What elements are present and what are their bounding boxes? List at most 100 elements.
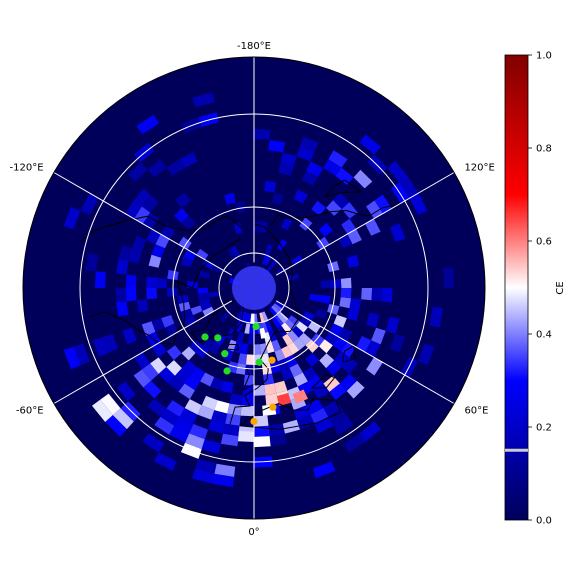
- ce-cell: [291, 254, 303, 265]
- coastline: [226, 343, 240, 351]
- ce-cell: [296, 321, 308, 333]
- longitude-label: 60°E: [464, 406, 488, 417]
- ce-cell: [120, 401, 141, 422]
- ce-cell: [134, 352, 151, 370]
- ce-cell: [271, 339, 282, 352]
- ce-cell: [150, 357, 167, 374]
- ce-cell: [100, 393, 121, 416]
- ce-cell: [259, 343, 268, 355]
- map-boundary: [22, 56, 486, 520]
- coastline: [229, 223, 299, 425]
- ce-cell: [183, 249, 197, 261]
- graticule: [53, 57, 455, 519]
- ce-cell: [328, 150, 348, 168]
- ce-cell: [289, 363, 303, 378]
- ce-cell: [371, 288, 383, 302]
- ce-cell: [318, 339, 333, 354]
- ce-cell: [365, 218, 381, 236]
- ce-cell: [185, 433, 205, 450]
- ce-cell: [293, 337, 306, 351]
- ce-cell: [197, 288, 209, 294]
- ce-cell: [105, 415, 127, 437]
- ce-cell: [168, 375, 185, 392]
- ce-cell: [198, 270, 211, 279]
- green-station-marker: [201, 333, 209, 341]
- ce-cell: [200, 302, 212, 311]
- ce-cell: [229, 393, 243, 406]
- ce-cell: [246, 354, 254, 365]
- ce-cell: [268, 139, 285, 153]
- ce-cell: [278, 162, 294, 176]
- colorbar-label: CE: [555, 281, 566, 294]
- ce-cell: [161, 315, 175, 328]
- ce-cell: [387, 160, 408, 183]
- ce-cell: [128, 162, 148, 182]
- ce-cell: [332, 336, 348, 352]
- ce-cell: [292, 389, 308, 404]
- ce-cell: [183, 315, 197, 327]
- ce-cell: [201, 395, 218, 411]
- ce-cell: [92, 337, 109, 357]
- ce-cell: [148, 254, 162, 268]
- ce-cell: [73, 343, 90, 366]
- ce-cell: [264, 180, 277, 193]
- meridian-line: [275, 300, 455, 404]
- ce-cells: [63, 92, 455, 488]
- ce-cell: [134, 206, 151, 224]
- ce-cell: [356, 336, 372, 353]
- ce-cell: [147, 159, 167, 178]
- ce-cell: [346, 308, 360, 322]
- ce-cell: [302, 170, 319, 186]
- colorbar-tick-label: 0.4: [536, 330, 552, 341]
- ce-cell: [189, 424, 208, 440]
- ce-cell: [274, 266, 286, 276]
- ce-cell: [261, 353, 270, 365]
- ce-cell: [125, 274, 137, 288]
- ce-cell: [274, 349, 286, 362]
- ce-cell: [181, 360, 197, 376]
- ce-cell: [174, 416, 194, 434]
- ce-cell: [238, 353, 247, 365]
- ce-cell: [263, 373, 275, 385]
- green-station-marker: [214, 334, 222, 342]
- ce-cell: [365, 340, 381, 358]
- ce-cell: [262, 363, 273, 375]
- ce-cell: [192, 468, 215, 484]
- ce-cell: [133, 188, 151, 207]
- ce-cell: [277, 313, 288, 324]
- ce-cell: [63, 346, 81, 370]
- longitude-label: -120°E: [10, 163, 44, 174]
- green-station-marker: [223, 367, 231, 375]
- ce-cell: [282, 333, 294, 346]
- ce-cell: [166, 345, 182, 361]
- ce-cell: [326, 200, 342, 216]
- ce-cell: [343, 433, 366, 453]
- ce-cell: [261, 253, 269, 265]
- ce-cell: [254, 221, 261, 232]
- ce-cell: [235, 201, 246, 213]
- ce-cell: [180, 117, 202, 134]
- ce-cell: [192, 92, 215, 108]
- coastline: [80, 215, 242, 242]
- ce-cell: [147, 398, 167, 417]
- ce-cell: [142, 212, 159, 229]
- ce-cell: [179, 408, 198, 424]
- ce-cell: [141, 363, 159, 381]
- ce-cell: [254, 128, 271, 140]
- ce-cell: [196, 248, 209, 260]
- ce-cell: [259, 327, 267, 339]
- ce-cell: [85, 252, 99, 272]
- ce-cell: [264, 383, 277, 396]
- ce-cell: [133, 369, 151, 388]
- ce-cell: [142, 433, 165, 453]
- ce-cell: [318, 222, 333, 237]
- ce-cell: [230, 245, 240, 257]
- ce-cell: [333, 315, 347, 328]
- longitude-label: -180°E: [237, 41, 271, 52]
- ce-cell: [220, 433, 239, 447]
- ce-cell: [200, 372, 215, 387]
- ce-cell: [173, 207, 189, 223]
- ce-cell: [225, 328, 236, 340]
- ce-cell: [333, 416, 354, 435]
- ce-cell: [246, 313, 252, 324]
